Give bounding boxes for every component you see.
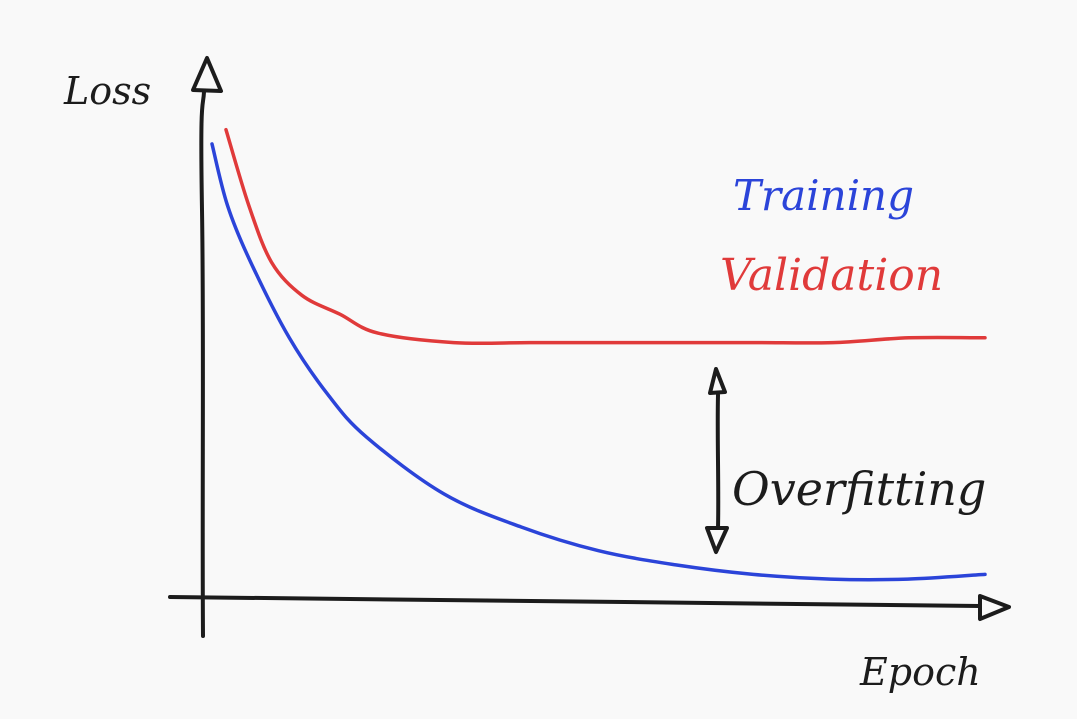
curves xyxy=(210,127,987,582)
overfitting-arrow-top-head xyxy=(708,367,727,395)
training-loss-curve xyxy=(210,142,987,582)
overfitting-arrow-bottom-head xyxy=(705,526,729,554)
y-axis-label: Loss xyxy=(63,69,151,113)
overfitting-arrow-shaft xyxy=(715,393,721,530)
annotations xyxy=(705,367,729,554)
legend-training-label: Training xyxy=(733,171,914,220)
x-axis-line xyxy=(168,595,982,608)
axes xyxy=(168,56,1011,638)
x-axis-arrowhead xyxy=(978,594,1011,621)
y-axis-line xyxy=(199,90,206,638)
validation-loss-curve xyxy=(224,127,987,346)
overfitting-label: Overfitting xyxy=(732,462,986,516)
x-axis-label: Epoch xyxy=(859,650,981,694)
y-axis-arrowhead xyxy=(191,56,223,93)
legend-validation-label: Validation xyxy=(720,250,943,301)
